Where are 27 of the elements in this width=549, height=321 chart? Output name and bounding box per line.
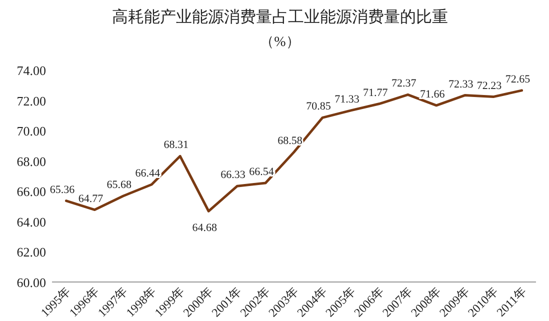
y-tick-label: 60.00 bbox=[16, 275, 46, 290]
data-label: 64.68 bbox=[192, 222, 218, 234]
y-tick-label: 72.00 bbox=[16, 93, 46, 108]
data-label: 72.65 bbox=[505, 73, 531, 86]
data-label: 64.77 bbox=[78, 192, 104, 205]
y-tick-label: 66.00 bbox=[16, 184, 46, 200]
data-label: 65.36 bbox=[50, 184, 76, 196]
y-tick-label: 62.00 bbox=[16, 244, 46, 260]
y-tick-label: 70.00 bbox=[16, 124, 46, 139]
data-label: 65.68 bbox=[106, 178, 132, 191]
data-label: 72.37 bbox=[392, 78, 417, 90]
y-tick-label: 64.00 bbox=[16, 214, 46, 230]
y-tick-label: 68.00 bbox=[16, 154, 46, 169]
data-label: 66.33 bbox=[220, 169, 246, 182]
data-label: 71.33 bbox=[334, 93, 360, 106]
data-label: 72.23 bbox=[476, 80, 502, 92]
chart-subtitle: （%） bbox=[260, 35, 300, 50]
data-label: 66.54 bbox=[249, 166, 274, 178]
y-tick-label: 74.00 bbox=[16, 63, 46, 78]
data-label: 71.66 bbox=[420, 88, 446, 100]
data-label: 68.31 bbox=[164, 139, 188, 152]
chart-title: 高耗能产业能源消费量占工业能源消费量的比重 bbox=[112, 8, 448, 26]
data-label: 66.44 bbox=[135, 167, 161, 180]
data-label: 68.58 bbox=[278, 135, 303, 148]
data-label: 71.77 bbox=[363, 86, 388, 99]
data-label: 72.33 bbox=[448, 78, 474, 90]
data-label: 70.85 bbox=[306, 100, 332, 113]
